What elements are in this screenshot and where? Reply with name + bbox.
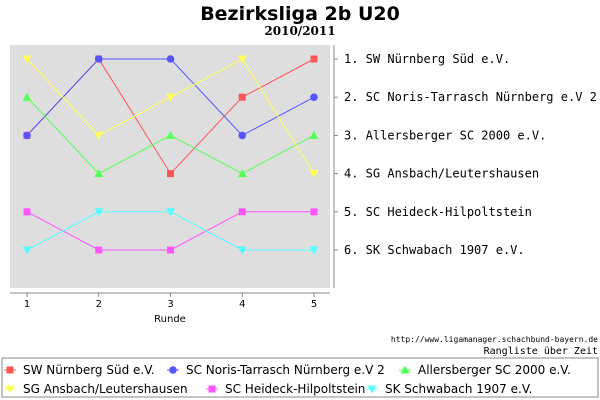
rank-label: 5. SC Heideck-Hilpoltstein [344,205,532,219]
legend-marker [400,365,410,374]
x-tick-label: 1 [24,299,30,310]
x-tick-label: 3 [167,299,173,310]
chart-caption: Rangliste über Zeit [484,346,598,357]
rank-label: 6. SK Schwabach 1907 e.V. [344,243,525,257]
data-point [238,208,246,216]
x-tick-label: 4 [239,299,245,310]
data-point [22,92,32,101]
legend-label: SK Schwabach 1907 e.V. [385,382,532,396]
data-point [95,246,103,254]
x-axis-label: Runde [154,314,186,325]
legend-marker [169,366,177,374]
data-point [22,246,32,255]
legend [1,357,599,398]
data-point [237,246,247,255]
legend-marker [6,366,14,374]
rank-label: 1. SW Nürnberg Süd e.V. [344,52,510,66]
data-point [23,131,31,140]
data-point [309,170,319,179]
data-point [238,131,247,140]
legend-label: SC Heideck-Hilpoltstein [225,382,365,396]
data-point [237,169,247,178]
legend-label: Allersberger SC 2000 e.V. [418,363,571,377]
legend-label: SC Noris-Tarrasch Nürnberg e.V 2 [186,363,385,377]
rank-label: 4. SG Ansbach/Leutershausen [344,167,539,181]
legend-marker [367,385,377,394]
data-point [94,55,103,63]
data-point [309,246,319,255]
legend-label: SW Nürnberg Süd e.V. [23,363,155,377]
data-point [166,208,175,217]
data-point [94,131,104,140]
data-point [166,130,175,139]
legend-marker [5,385,15,394]
chart-title: Bezirksliga 2b U20 [200,3,400,25]
data-point [310,55,318,63]
rank-label: 3. Allersberger SC 2000 e.V. [344,128,546,142]
x-tick-label: 2 [96,299,102,310]
legend-marker [208,385,216,393]
chart-subtitle: 2010/2011 [264,24,335,38]
data-point [238,93,246,101]
data-point [309,130,319,139]
x-tick-label: 5 [311,299,317,310]
data-point [94,169,104,178]
data-point [166,93,175,102]
data-point [167,170,174,178]
data-point [310,208,318,216]
data-point [23,208,31,216]
data-point [22,55,32,64]
data-point [94,208,104,217]
data-point [237,55,247,64]
data-point [166,55,175,63]
data-point [310,93,318,101]
legend-label: SG Ansbach/Leutershausen [23,382,188,396]
rank-label: 2. SC Noris-Tarrasch Nürnberg e.V 2 [344,90,597,104]
source-url: http://www.ligamanager.schachbund-bayern… [391,335,598,344]
data-point [167,246,174,254]
